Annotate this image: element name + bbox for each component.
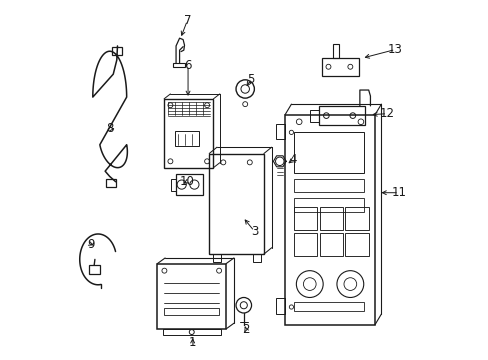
Text: 7: 7 <box>183 14 191 27</box>
Text: 3: 3 <box>250 225 258 238</box>
Bar <box>293 302 364 311</box>
Bar <box>112 47 122 55</box>
Bar <box>171 179 175 191</box>
Bar <box>293 198 364 212</box>
Text: 12: 12 <box>379 107 394 120</box>
Bar <box>319 207 342 230</box>
Text: 11: 11 <box>391 186 406 199</box>
Text: 10: 10 <box>180 175 194 188</box>
Bar <box>293 233 317 256</box>
Bar <box>276 298 285 314</box>
Bar <box>310 111 319 122</box>
Text: 1: 1 <box>188 337 196 350</box>
Bar <box>209 153 264 254</box>
Bar <box>174 131 199 147</box>
Bar <box>175 174 203 195</box>
Text: 13: 13 <box>387 43 402 56</box>
Bar <box>345 207 368 230</box>
Bar <box>212 254 220 262</box>
Bar <box>106 179 116 187</box>
Text: 4: 4 <box>289 153 296 166</box>
Bar <box>319 233 342 256</box>
Bar <box>293 179 364 192</box>
Bar <box>293 207 317 230</box>
Text: 9: 9 <box>87 238 95 251</box>
Bar <box>88 265 100 274</box>
Bar <box>164 99 213 168</box>
Bar <box>293 132 364 173</box>
Text: 6: 6 <box>184 59 191 72</box>
Text: 8: 8 <box>106 122 113 135</box>
Text: 2: 2 <box>242 323 249 337</box>
Bar <box>276 123 285 139</box>
Bar <box>163 329 221 335</box>
Bar <box>173 63 184 67</box>
Bar <box>332 44 338 58</box>
Bar <box>319 106 365 125</box>
Bar <box>322 58 358 76</box>
Bar <box>164 309 219 315</box>
Bar <box>157 264 225 329</box>
Bar <box>253 254 261 262</box>
Text: 5: 5 <box>246 73 254 86</box>
Bar <box>285 115 374 325</box>
Bar <box>345 233 368 256</box>
